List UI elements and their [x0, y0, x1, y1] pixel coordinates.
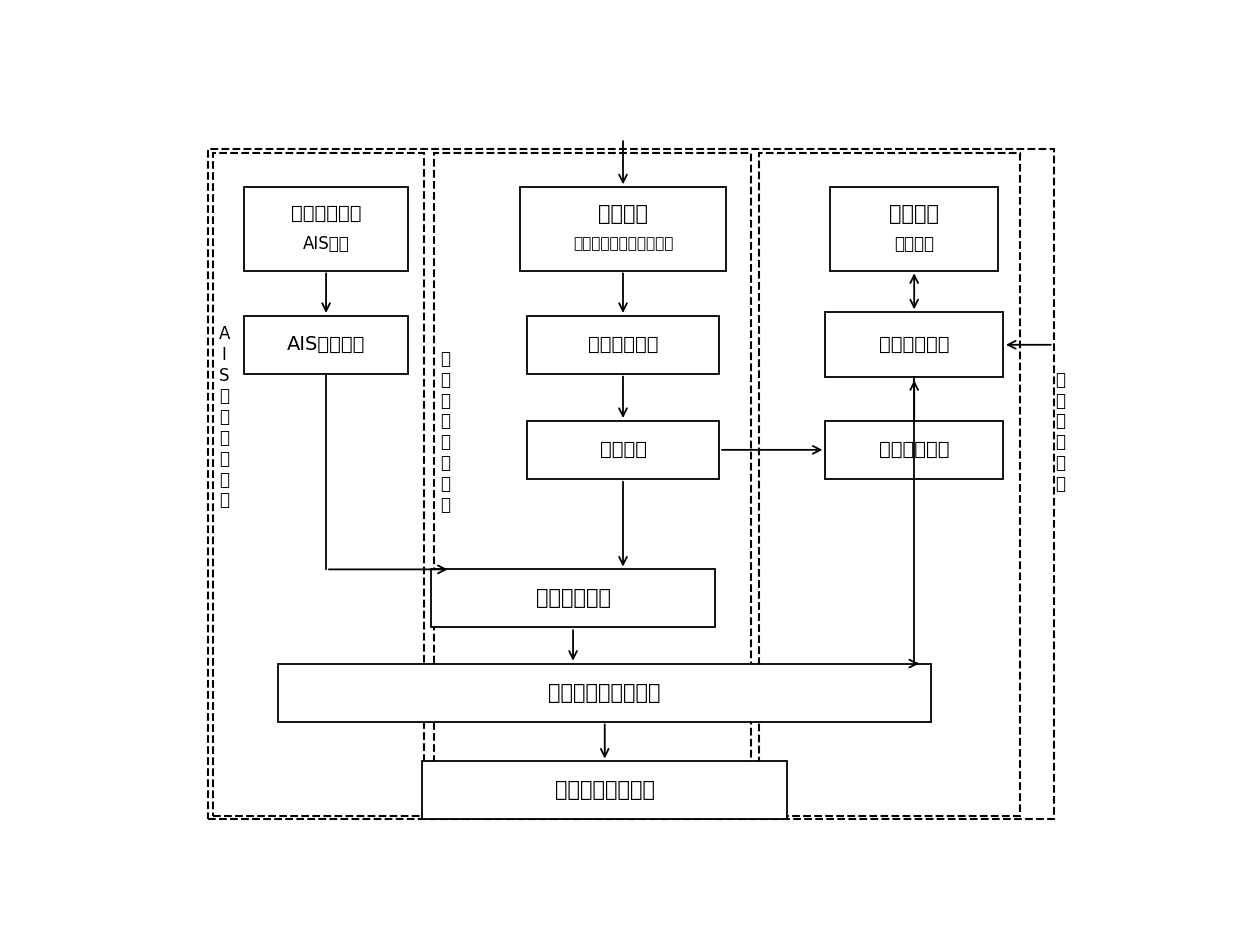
- Text: 船舶识别设备: 船舶识别设备: [291, 204, 361, 223]
- Bar: [830, 187, 998, 270]
- Text: 多目标融合管理模块: 多目标融合管理模块: [548, 682, 661, 703]
- Bar: [527, 421, 719, 479]
- Bar: [244, 187, 408, 270]
- Text: 光
电
引
导
模
块: 光 电 引 导 模 块: [1055, 371, 1065, 493]
- Text: 视频数据: 视频数据: [894, 235, 934, 253]
- Text: A
I
S
数
据
处
理
模
块: A I S 数 据 处 理 模 块: [218, 325, 229, 509]
- Text: 光电设备: 光电设备: [889, 204, 939, 224]
- Text: AIS数据: AIS数据: [303, 235, 350, 253]
- Text: 光电引导指令: 光电引导指令: [879, 440, 950, 459]
- Bar: [527, 316, 719, 374]
- Bar: [826, 421, 1003, 479]
- Bar: [244, 316, 408, 374]
- Text: 光学综合处理: 光学综合处理: [879, 335, 950, 354]
- Bar: [432, 569, 714, 628]
- Text: 视频、方位、零位、触发: 视频、方位、零位、触发: [573, 236, 673, 251]
- Bar: [208, 150, 1054, 820]
- Bar: [213, 152, 424, 816]
- Bar: [520, 187, 727, 270]
- Text: 综合处理模块: 综合处理模块: [536, 588, 610, 609]
- Bar: [759, 152, 1021, 816]
- Text: 雷达目标检测: 雷达目标检测: [588, 335, 658, 354]
- Text: AIS数据处理: AIS数据处理: [286, 335, 366, 354]
- Bar: [278, 663, 931, 722]
- Text: 雷达设备: 雷达设备: [598, 204, 649, 224]
- Bar: [434, 152, 750, 816]
- Bar: [826, 312, 1003, 377]
- Text: 雷
达
数
据
处
理
模
块: 雷 达 数 据 处 理 模 块: [440, 350, 450, 514]
- Text: 航迹跟踪: 航迹跟踪: [599, 440, 646, 459]
- Text: 目标综合显示模块: 目标综合显示模块: [554, 780, 655, 801]
- Bar: [422, 761, 787, 820]
